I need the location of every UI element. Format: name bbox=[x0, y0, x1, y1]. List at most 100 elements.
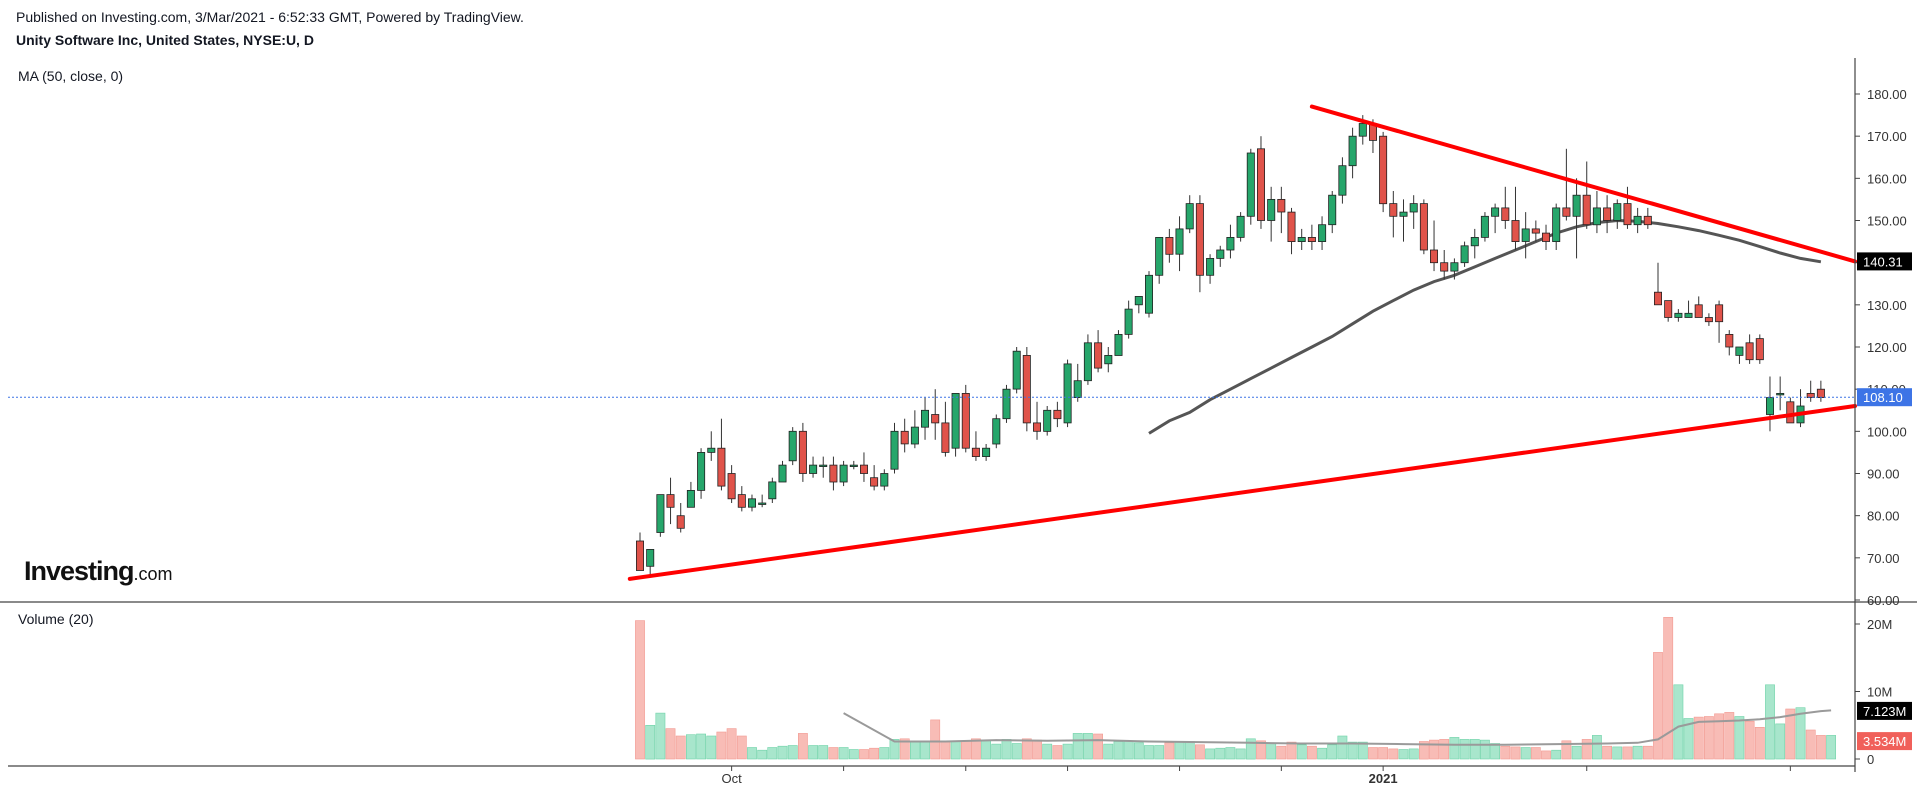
candle-up bbox=[758, 502, 767, 505]
candle-down bbox=[1389, 203, 1398, 217]
candle-up bbox=[1399, 211, 1408, 217]
volume-bar bbox=[808, 745, 818, 760]
candle-down bbox=[1277, 198, 1286, 213]
volume-bar bbox=[1622, 746, 1633, 760]
candle-up bbox=[1124, 308, 1133, 335]
candle-up bbox=[839, 464, 848, 483]
candle-up bbox=[992, 418, 1001, 445]
volume-bar bbox=[950, 740, 961, 760]
candle-up bbox=[1318, 224, 1327, 242]
candle-down bbox=[1806, 392, 1815, 398]
volume-bar bbox=[1520, 747, 1531, 760]
volume-bar bbox=[1530, 747, 1541, 760]
candle-up bbox=[1043, 409, 1052, 432]
candle-down bbox=[1195, 203, 1204, 276]
candle-down bbox=[737, 494, 746, 508]
volume-bar bbox=[1683, 718, 1694, 760]
volume-bar bbox=[1419, 741, 1429, 760]
candle-up bbox=[1409, 203, 1418, 213]
price-tick-label: 180.00 bbox=[1867, 87, 1907, 102]
candle-up bbox=[921, 409, 930, 428]
candle-up bbox=[1450, 262, 1459, 272]
volume-bar bbox=[747, 747, 757, 760]
candle-down bbox=[1430, 249, 1439, 264]
candle-up bbox=[778, 464, 787, 483]
candle-down bbox=[829, 464, 838, 483]
candle-down bbox=[971, 447, 980, 458]
logo-suffix: .com bbox=[133, 564, 173, 584]
candle-up bbox=[1073, 380, 1082, 399]
resistance-trendline bbox=[1309, 104, 1857, 264]
candle-down bbox=[1501, 207, 1510, 221]
candle-down bbox=[1816, 388, 1825, 399]
volume-bar bbox=[889, 739, 900, 760]
volume-bar bbox=[1286, 741, 1297, 760]
volume-tick-label: 10M bbox=[1867, 685, 1892, 700]
candle-up bbox=[1735, 346, 1744, 356]
candle-down bbox=[1755, 338, 1764, 361]
ma-indicator-label[interactable]: MA (50, close, 0) bbox=[18, 68, 124, 84]
price-tick-label: 130.00 bbox=[1867, 298, 1907, 313]
volume-bar bbox=[1144, 745, 1154, 760]
volume-bar bbox=[1235, 748, 1246, 760]
candle-down bbox=[1623, 203, 1632, 226]
volume-bar bbox=[1011, 743, 1022, 760]
volume-bar bbox=[1632, 745, 1643, 760]
volume-bar bbox=[1469, 739, 1480, 760]
chart-symbol-title: Unity Software Inc, United States, NYSE:… bbox=[16, 32, 314, 48]
candle-up bbox=[1114, 333, 1123, 356]
volume-bar bbox=[1296, 744, 1307, 760]
volume-bar bbox=[879, 747, 890, 760]
volume-bar bbox=[757, 749, 768, 760]
candle-up bbox=[1134, 295, 1143, 306]
volume-tick-label: 0 bbox=[1867, 752, 1874, 767]
candle-down bbox=[1542, 232, 1551, 242]
price-tick-label: 170.00 bbox=[1867, 129, 1907, 144]
candle-down bbox=[1664, 300, 1673, 318]
volume-bar bbox=[1103, 743, 1114, 760]
candle-down bbox=[1511, 220, 1520, 243]
volume-bar bbox=[1439, 739, 1450, 760]
volume-bar bbox=[981, 740, 991, 760]
candle-down bbox=[1603, 207, 1612, 221]
volume-bar bbox=[1052, 745, 1063, 760]
volume-bar bbox=[767, 747, 778, 760]
candle-up bbox=[880, 473, 889, 487]
volume-bar bbox=[1510, 746, 1521, 760]
volume-bar bbox=[920, 740, 930, 760]
candle-up bbox=[1684, 312, 1693, 318]
candle-down bbox=[1307, 236, 1316, 242]
axes bbox=[0, 58, 1917, 772]
volume-ma-badge: 7.123M bbox=[1863, 704, 1906, 719]
candle-down bbox=[666, 494, 675, 508]
volume-bar bbox=[970, 738, 981, 760]
candle-up bbox=[788, 430, 797, 462]
volume-bar bbox=[777, 745, 788, 760]
volume-bar bbox=[1734, 716, 1745, 760]
volume-indicator-label[interactable]: Volume (20) bbox=[18, 611, 94, 627]
candles bbox=[636, 115, 1825, 575]
candle-up bbox=[1521, 228, 1530, 242]
volume-bar bbox=[1042, 743, 1053, 760]
candle-up bbox=[1572, 194, 1581, 217]
volume-bar bbox=[1032, 739, 1042, 760]
volume-bar bbox=[696, 733, 706, 760]
investing-logo: Investing.com bbox=[24, 556, 173, 587]
volume-bar bbox=[1571, 745, 1582, 760]
volume-ma-line bbox=[843, 709, 1832, 746]
candle-up bbox=[910, 426, 919, 445]
volume-bar bbox=[1816, 735, 1826, 760]
last-volume-badge-bg bbox=[1857, 732, 1912, 751]
volume-bar bbox=[1021, 738, 1032, 760]
volume-bar bbox=[1368, 747, 1378, 760]
candle-down bbox=[1022, 354, 1031, 424]
candle-up bbox=[1592, 207, 1601, 226]
volume-bar bbox=[960, 740, 971, 760]
volume-bar bbox=[1378, 747, 1388, 760]
candle-up bbox=[1460, 245, 1469, 264]
volume-bar bbox=[1765, 684, 1775, 760]
volume-bar bbox=[1072, 733, 1083, 760]
volume-bar bbox=[736, 735, 747, 760]
volume-bar bbox=[899, 738, 910, 760]
